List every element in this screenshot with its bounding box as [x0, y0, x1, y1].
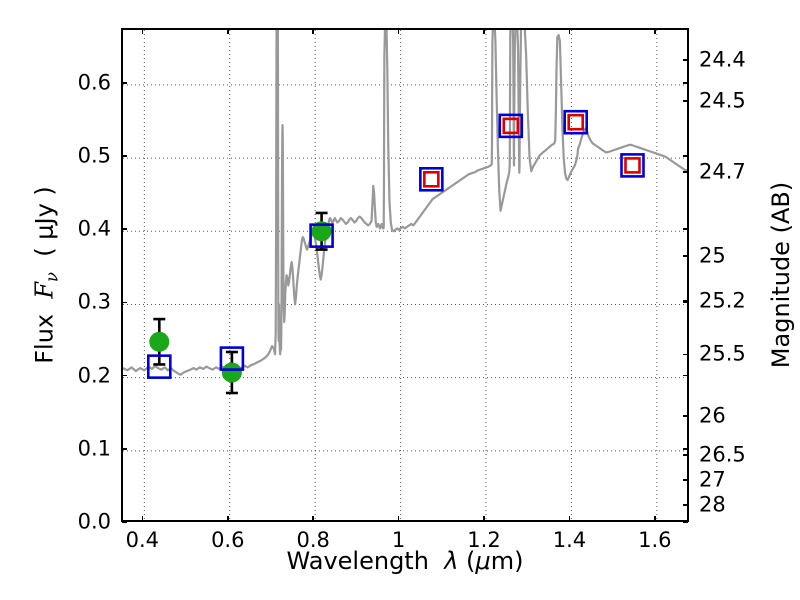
x-ticklabel: 1	[391, 528, 406, 552]
x-axis-title-prefix: Wavelength	[286, 547, 429, 575]
alternate-photometry-square	[423, 170, 440, 188]
x-top-tickmark	[312, 29, 314, 34]
x-axis-unit-rest: m)	[490, 547, 524, 575]
y-left-inner-tickmark	[683, 228, 688, 231]
y-left-ticklabel: 0.5	[77, 143, 111, 168]
x-top-tickmark	[226, 29, 229, 34]
observed-photometry-point	[311, 221, 332, 242]
y-right-tickmark	[683, 353, 688, 356]
y-right-tickmark	[683, 170, 688, 173]
model-photometry-square	[563, 109, 588, 135]
x-ticklabel: 1.2	[467, 528, 501, 552]
x-ticklabel: 0.4	[125, 528, 160, 552]
model-photometry-square	[309, 223, 334, 248]
x-axis-title: Wavelength λ (μm)	[287, 547, 524, 575]
model-photometry-square	[219, 346, 245, 371]
x-top-tickmark	[654, 29, 656, 34]
x-ticklabel: 0.8	[296, 528, 330, 552]
y-axis-left-title: Flux Fν ( μJy )	[31, 186, 62, 364]
y-left-ticklabel: 0.6	[77, 70, 111, 95]
x-tickmark	[397, 516, 400, 521]
y-left-inner-tickmark	[683, 521, 688, 523]
alternate-photometry-square	[567, 113, 584, 131]
y-left-tickmark	[122, 301, 127, 304]
y-right-ticklabel: 25.5	[699, 341, 746, 366]
x-top-tickmark	[397, 29, 400, 34]
x-tickmark	[654, 516, 656, 521]
photometry-markers	[147, 109, 645, 395]
y-right-ticklabel: 26	[699, 403, 726, 428]
y-left-tickmark	[122, 155, 127, 157]
y-right-tickmark	[683, 59, 688, 62]
x-top-tickmark	[483, 29, 485, 34]
y-right-tickmark	[683, 504, 688, 507]
model-spectrum-curve	[123, 30, 687, 376]
y-left-tickmark	[122, 228, 127, 231]
gridlines	[123, 30, 687, 520]
y-right-ticklabel: 25	[699, 243, 726, 268]
y-left-tickmark	[122, 374, 127, 377]
y-axis-title-prefix: Flux	[30, 313, 59, 364]
y-right-tickmark	[683, 255, 688, 258]
spectrum-path	[123, 30, 687, 376]
x-tickmark	[141, 516, 144, 521]
y-right-ticklabel: 26.5	[699, 442, 746, 467]
y-right-tickmark	[683, 479, 688, 481]
y-axis-right-title: Magnitude (AB)	[767, 181, 795, 369]
y-left-inner-tickmark	[683, 82, 688, 84]
model-photometry-square	[498, 113, 524, 139]
y-right-tickmark	[683, 415, 688, 417]
observed-photometry-point	[221, 362, 242, 383]
y-axis-flux-unit: ( μJy )	[30, 186, 59, 257]
x-top-tickmark	[568, 29, 571, 34]
y-axis-flux-subscript: ν	[42, 272, 62, 282]
alternate-photometry-square	[624, 157, 641, 174]
y-left-tickmark	[122, 82, 127, 84]
y-right-tickmark	[683, 100, 688, 102]
x-tickmark	[568, 516, 571, 521]
plot-area	[121, 28, 689, 522]
x-axis-lambda-symbol: λ	[444, 547, 459, 575]
x-ticklabel: 0.6	[211, 528, 245, 552]
x-tickmark	[483, 516, 485, 521]
y-left-tickmark	[122, 521, 127, 523]
y-left-ticklabel: 0.2	[77, 363, 111, 388]
x-tickmark	[226, 516, 229, 521]
y-right-tickmark	[683, 300, 688, 302]
model-photometry-square	[620, 153, 645, 178]
alternate-photometry-square	[502, 117, 520, 135]
y-left-ticklabel: 0.0	[77, 509, 111, 534]
y-left-inner-tickmark	[683, 301, 688, 304]
observed-photometry-point	[149, 331, 170, 352]
y-left-ticklabel: 0.4	[77, 216, 111, 241]
x-tickmark	[312, 516, 314, 521]
y-right-ticklabel: 24.5	[699, 88, 746, 113]
y-left-ticklabel: 0.3	[77, 289, 111, 314]
x-axis-unit-mu: μ	[475, 547, 491, 575]
y-right-tickmark	[683, 454, 688, 457]
y-right-ticklabel: 24.4	[699, 47, 746, 72]
y-left-tickmark	[122, 448, 127, 450]
y-left-inner-tickmark	[683, 374, 688, 377]
model-photometry-square	[419, 166, 444, 192]
x-ticklabel: 1.4	[552, 528, 587, 552]
x-top-tickmark	[141, 29, 144, 34]
model-photometry-square	[147, 354, 172, 379]
y-right-ticklabel: 24.7	[699, 159, 746, 184]
y-right-ticklabel: 27	[699, 467, 726, 492]
y-right-ticklabel: 28	[699, 492, 726, 517]
x-axis-unit-open: (	[466, 547, 476, 575]
y-left-inner-tickmark	[683, 448, 688, 450]
x-ticklabel: 1.6	[638, 528, 672, 552]
y-left-inner-tickmark	[683, 155, 688, 157]
y-left-ticklabel: 0.1	[77, 436, 111, 461]
y-right-ticklabel: 25.2	[699, 288, 746, 313]
y-axis-flux-symbol: F	[30, 281, 59, 299]
